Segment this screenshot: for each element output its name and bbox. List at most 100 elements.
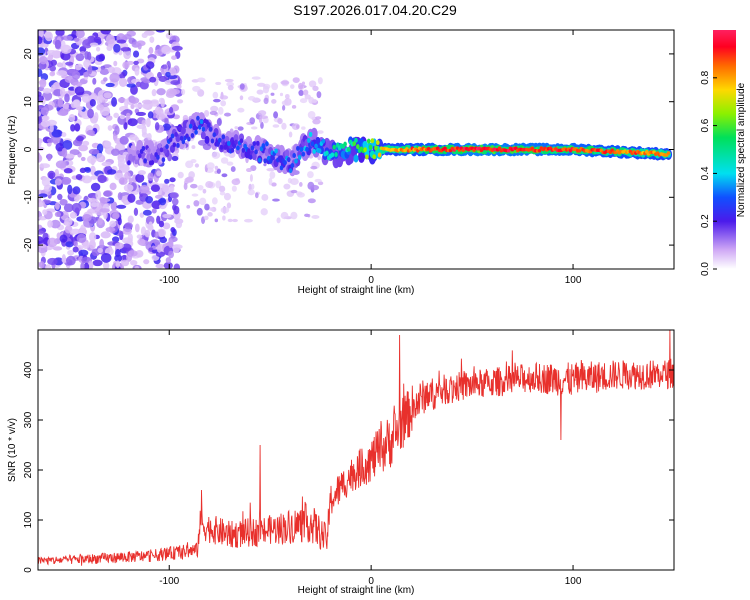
noise-blob	[246, 167, 253, 173]
noise-blob	[207, 212, 213, 217]
noise-blob	[70, 124, 76, 132]
noise-blob	[79, 167, 87, 174]
noise-blob	[271, 182, 277, 187]
noise-blob	[155, 30, 166, 33]
ridge-mark	[227, 140, 231, 146]
noise-blob	[56, 62, 63, 68]
noise-blob	[57, 109, 69, 116]
noise-blob	[88, 148, 100, 155]
noise-blob	[273, 111, 279, 119]
noise-blob	[193, 200, 200, 207]
noise-blob	[158, 220, 165, 228]
ridge-mark	[301, 151, 306, 157]
ridge-mark	[310, 141, 315, 147]
noise-blob	[99, 68, 110, 75]
noise-blob	[219, 191, 226, 196]
noise-blob	[38, 30, 44, 38]
ridge-mark	[246, 148, 251, 154]
noise-blob	[55, 142, 64, 152]
noise-blob	[310, 165, 318, 170]
noise-blob	[59, 234, 68, 243]
noise-blob	[90, 202, 99, 208]
noise-blob	[38, 236, 44, 245]
snr-series-line	[38, 330, 674, 566]
noise-blob	[84, 167, 92, 173]
ridge-mark	[343, 141, 347, 147]
noise-blob	[296, 124, 300, 129]
noise-blob	[39, 163, 51, 169]
noise-blob	[230, 166, 236, 173]
ridge-mark	[312, 148, 317, 154]
noise-blob	[64, 217, 73, 227]
noise-blob	[117, 97, 126, 103]
noise-blob	[86, 155, 97, 164]
noise-blob	[38, 230, 44, 235]
noise-blob	[61, 254, 66, 264]
noise-blob	[272, 198, 280, 202]
noise-blob	[156, 170, 162, 177]
noise-blob	[272, 124, 280, 128]
noise-blob	[57, 193, 63, 201]
noise-blob	[44, 264, 52, 269]
noise-blob	[173, 263, 181, 269]
noise-blob	[38, 115, 43, 124]
noise-blob	[109, 182, 117, 191]
noise-blob	[123, 184, 134, 192]
noise-blob	[44, 31, 53, 42]
ridge-mark	[137, 153, 142, 159]
ridge-mark	[240, 150, 246, 159]
noise-blob	[130, 104, 135, 110]
noise-blob	[276, 217, 281, 224]
noise-blob	[46, 138, 54, 144]
noise-blob	[220, 100, 227, 107]
noise-blob	[220, 206, 230, 214]
ridge-mark	[330, 152, 335, 158]
noise-blob	[113, 43, 121, 53]
noise-blob	[47, 170, 56, 179]
ridge-mark	[296, 145, 300, 151]
noise-blob	[175, 220, 183, 229]
noise-blob	[244, 218, 253, 223]
ridge-mark	[180, 126, 186, 135]
noise-blob	[141, 132, 148, 138]
ridge-mark	[332, 144, 336, 150]
noise-blob	[38, 36, 43, 45]
noise-blob	[262, 85, 270, 94]
noise-blob	[38, 224, 43, 230]
noise-blob	[118, 177, 128, 185]
noise-blob	[263, 97, 269, 105]
noise-blob	[156, 215, 161, 224]
noise-blob	[54, 211, 61, 217]
noise-blob	[219, 185, 226, 193]
colorbar: 0.0 0.2 0.4 0.6 0.8 Normalized spectral ampl…	[700, 30, 747, 276]
x-tick-label: 0	[368, 576, 374, 587]
noise-blob	[252, 97, 260, 102]
noise-blob	[86, 129, 95, 136]
ridge-mark	[248, 154, 253, 160]
noise-blob	[261, 193, 269, 201]
noise-blob	[54, 39, 62, 49]
noise-blob	[237, 126, 244, 131]
noise-blob	[116, 204, 127, 209]
noise-blob	[114, 254, 123, 262]
noise-blob	[307, 110, 316, 119]
noise-blob	[123, 200, 130, 206]
noise-blob	[218, 106, 224, 115]
snr-ticks: -100 0 100 0 100 200 300 400	[23, 330, 674, 587]
noise-blob	[161, 64, 168, 70]
ridge-mark	[199, 119, 204, 125]
noise-blob	[71, 202, 82, 213]
noise-blob	[154, 49, 164, 56]
ridge-mark	[286, 157, 291, 163]
noise-blob	[231, 185, 237, 192]
noise-blob	[277, 117, 283, 125]
noise-blob	[128, 177, 133, 185]
ridge-mark	[537, 148, 542, 153]
noise-blob	[63, 168, 73, 174]
noise-blob	[100, 231, 111, 239]
noise-blob	[54, 169, 59, 177]
noise-blob	[185, 176, 194, 183]
noise-blob	[38, 152, 41, 163]
